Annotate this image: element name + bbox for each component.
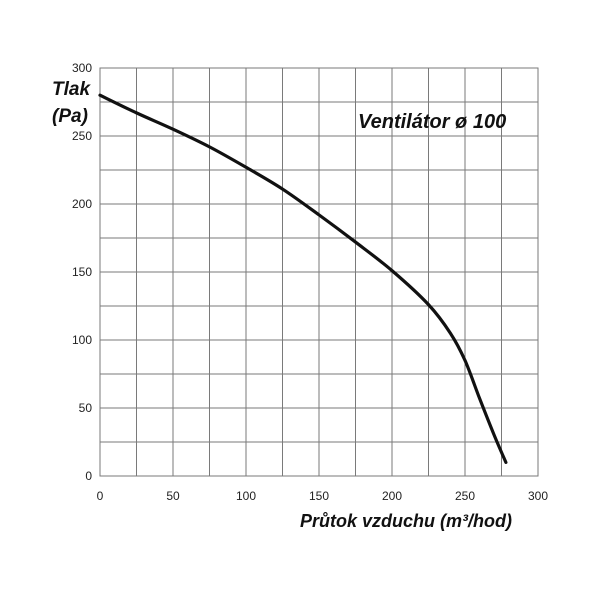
- tick-labels: 0 50 100 150 200 250 300 0 50 100 150 200 250 300: [72, 61, 548, 503]
- x-tick-label: 200: [382, 489, 402, 503]
- y-tick-label: 300: [72, 61, 92, 75]
- x-tick-label: 0: [97, 489, 104, 503]
- x-tick-label: 50: [166, 489, 180, 503]
- y-axis-label-line1: Tlak: [52, 79, 91, 100]
- y-tick-label: 150: [72, 265, 92, 279]
- y-tick-label: 0: [85, 469, 92, 483]
- x-tick-label: 250: [455, 489, 475, 503]
- y-tick-label: 100: [72, 333, 92, 347]
- y-axis-label-line2: (Pa): [52, 106, 88, 127]
- series: [98, 93, 508, 464]
- y-tick-label: 250: [72, 129, 92, 143]
- plot-frame: [99, 67, 539, 477]
- x-tick-label: 100: [236, 489, 256, 503]
- chart-title: Ventilátor ø 100: [358, 111, 506, 133]
- grid: [99, 67, 539, 477]
- x-tick-label: 300: [528, 489, 548, 503]
- y-tick-label: 200: [72, 197, 92, 211]
- y-tick-label: 50: [79, 401, 93, 415]
- x-axis-label: Průtok vzduchu (m³/hod): [300, 511, 512, 531]
- fan-curve-line: [98, 93, 508, 464]
- x-tick-label: 150: [309, 489, 329, 503]
